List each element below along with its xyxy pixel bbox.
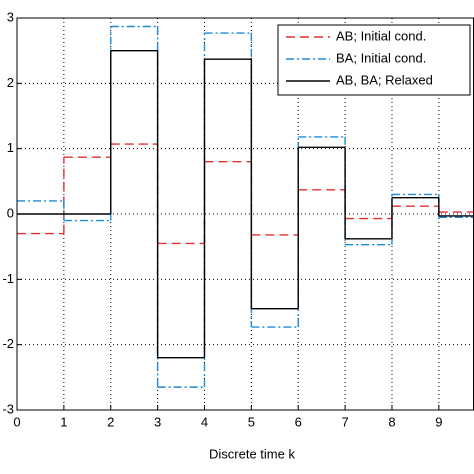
x-tick-label: 8: [388, 414, 395, 429]
legend-box: [277, 24, 471, 96]
y-tick-label: 3: [7, 9, 14, 24]
x-tick-label: 6: [295, 414, 302, 429]
x-tick-label: 9: [435, 414, 442, 429]
x-tick-label: 0: [13, 414, 20, 429]
y-tick-label: 0: [7, 205, 14, 220]
x-tick-label: 4: [201, 414, 208, 429]
y-tick-label: -1: [2, 271, 14, 286]
x-tick-label: 5: [248, 414, 255, 429]
y-tick-label: -3: [2, 401, 14, 416]
legend-label: BA; Initial cond.: [336, 50, 426, 65]
x-tick-label: 3: [154, 414, 161, 429]
x-tick-label: 7: [341, 414, 348, 429]
x-tick-label: 1: [60, 414, 67, 429]
y-tick-label: 2: [7, 75, 14, 90]
legend-label: AB; Initial cond.: [336, 28, 426, 43]
legend-label: AB, BA; Relaxed: [336, 72, 433, 87]
y-tick-label: 1: [7, 140, 14, 155]
series: [17, 49, 474, 359]
y-tick-label: -2: [2, 336, 14, 351]
x-axis-label: Discrete time k: [209, 446, 295, 461]
x-tick-label: 2: [107, 414, 114, 429]
